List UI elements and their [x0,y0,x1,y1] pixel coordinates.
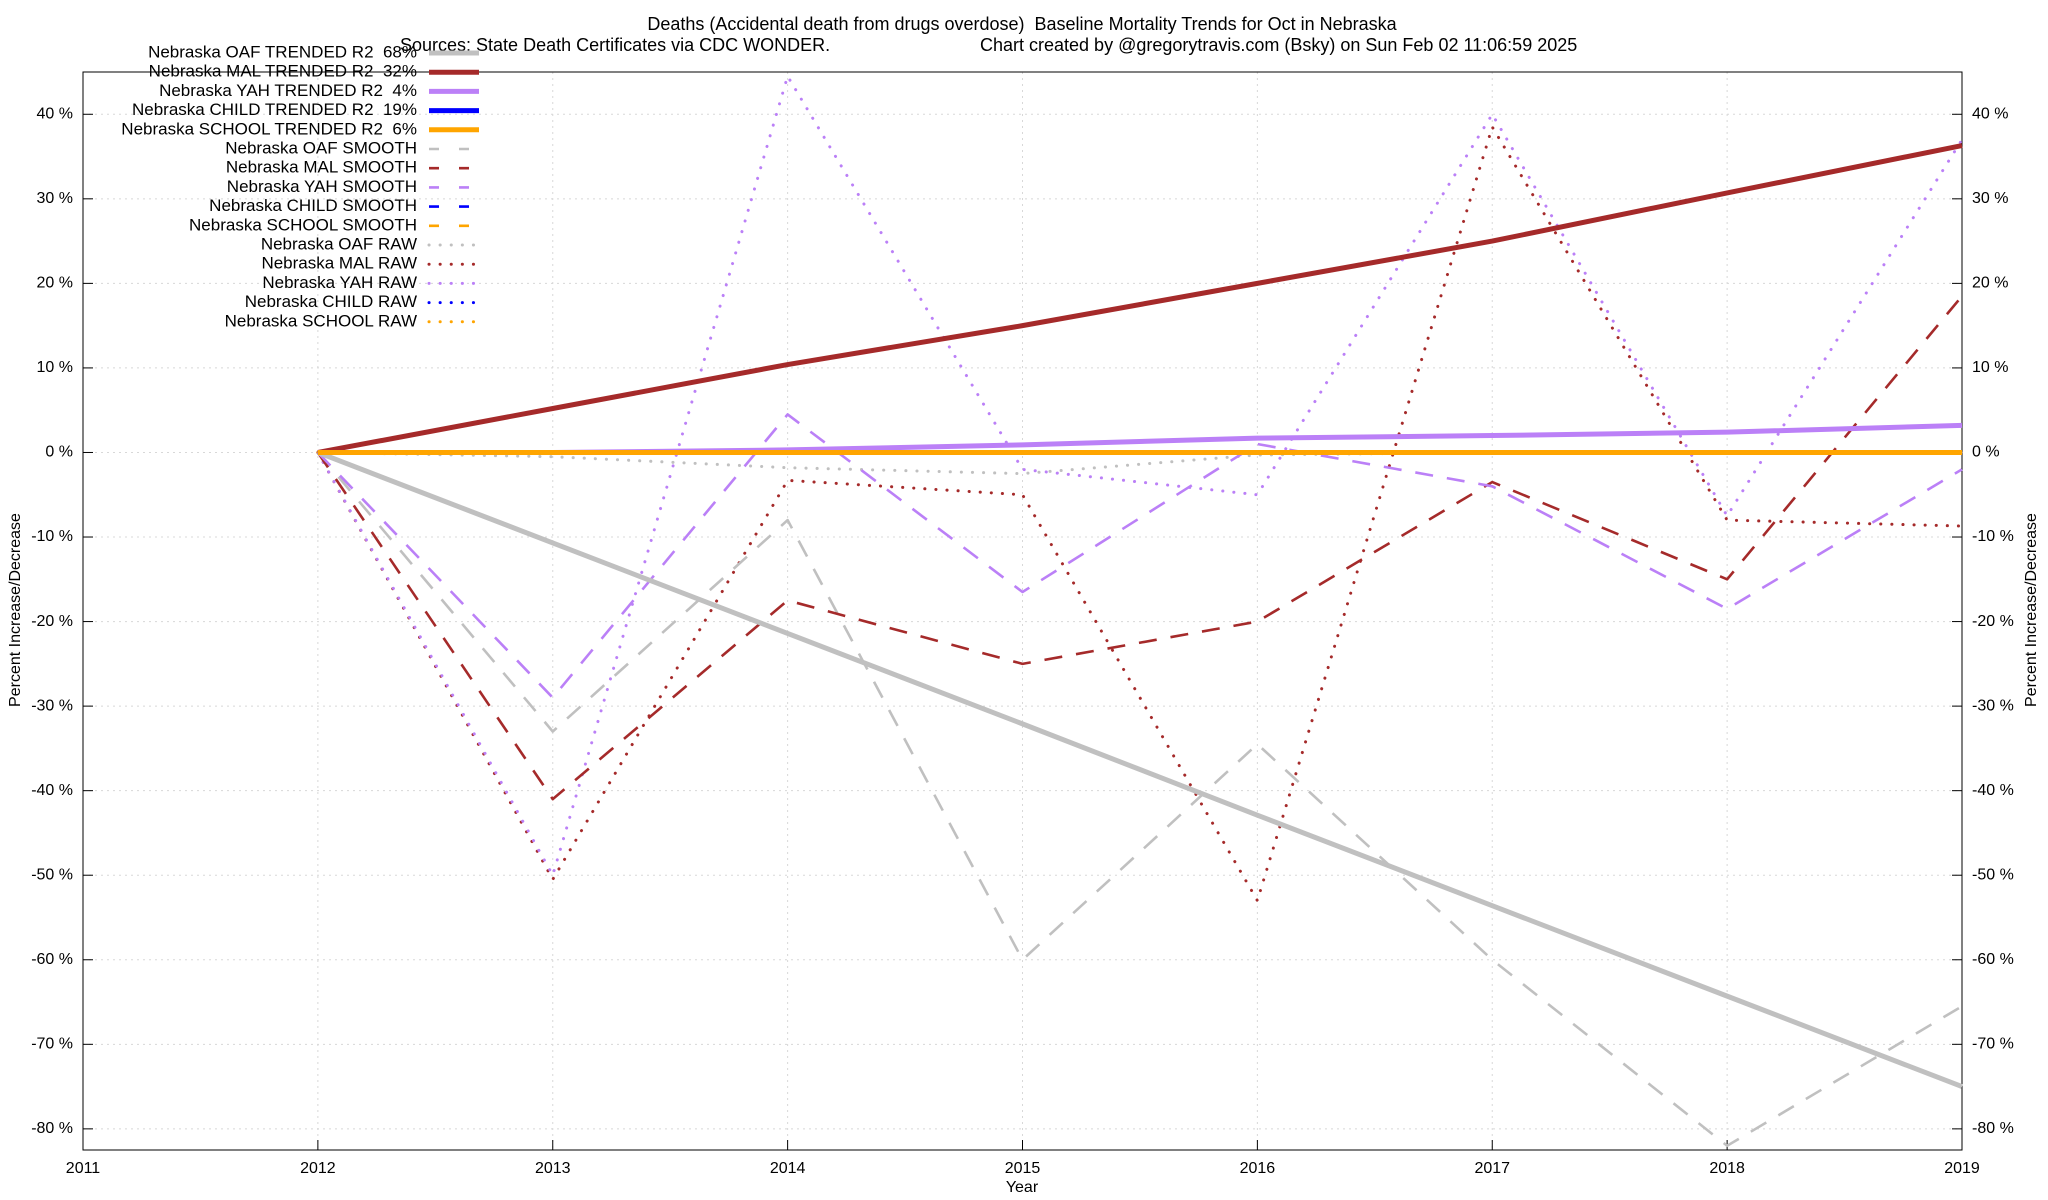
chart-subtitle: Chart created by @gregorytravis.com (Bsk… [980,35,1577,55]
x-tick-label: 2017 [1474,1160,1510,1177]
x-tick-label: 2011 [66,1160,101,1177]
y-tick-label: -70 % [31,1036,73,1053]
y2-tick-label: 20 % [1972,275,2008,292]
y2-tick-label: -80 % [1972,1120,2014,1137]
y-tick-label: -60 % [31,951,73,968]
y-tick-label: 30 % [37,190,73,207]
series-line [316,74,1964,877]
x-tick-label: 2018 [1709,1160,1745,1177]
y2-tick-label: -70 % [1972,1036,2014,1053]
series-line [316,125,1964,903]
series-line [317,143,1963,455]
legend-label: Nebraska CHILD RAW [245,292,417,311]
y2-axis-label: Percent Increase/Decrease [2023,513,2040,707]
legend-label: Nebraska OAF SMOOTH [225,138,417,157]
y2-tick-label: -60 % [1972,951,2014,968]
y2-tick-label: 0 % [1972,444,2000,461]
series-line [316,413,1963,699]
y-tick-label: -50 % [31,866,73,883]
legend-label: Nebraska CHILD SMOOTH [209,196,417,215]
x-tick-label: 2014 [770,1160,806,1177]
series-line [316,450,1964,476]
legend-label: Nebraska MAL SMOOTH [226,158,417,177]
y2-tick-label: -10 % [1972,528,2014,545]
legend-label: Nebraska MAL TRENDED R2 32% [149,62,417,81]
x-tick-label: 2019 [1944,1160,1980,1177]
y-axis-label: Percent Increase/Decrease [7,513,24,707]
x-axis-label: Year [1006,1179,1039,1196]
legend-label: Nebraska MAL RAW [261,254,417,273]
legend-label: Nebraska SCHOOL RAW [225,311,417,330]
x-tick-label: 2013 [535,1160,571,1177]
legend-label: Nebraska YAH RAW [262,273,417,292]
legend-label: Nebraska YAH SMOOTH [227,177,417,196]
y-tick-label: -10 % [31,528,73,545]
y2-tick-label: -20 % [1972,613,2014,630]
y2-tick-label: 10 % [1972,359,2008,376]
y-tick-label: -40 % [31,782,73,799]
legend-label: Nebraska OAF RAW [261,234,417,253]
series-line [316,451,1963,1148]
legend-label: Nebraska OAF TRENDED R2 68% [148,42,417,61]
chart-subtitle: Sources: State Death Certificates via CD… [400,35,830,55]
x-tick-label: 2016 [1240,1160,1276,1177]
y-tick-label: -80 % [31,1120,73,1137]
x-tick-label: 2015 [1005,1160,1041,1177]
x-tick-label: 2012 [300,1160,336,1177]
y-tick-label: -30 % [31,697,73,714]
legend-label: Nebraska SCHOOL SMOOTH [189,215,417,234]
chart-title: Deaths (Accidental death from drugs over… [647,14,1397,34]
y2-tick-label: 30 % [1972,190,2008,207]
plot-frame [82,71,1963,1151]
series-line [316,450,1963,1089]
y2-tick-label: -30 % [1972,697,2014,714]
y2-tick-label: -40 % [1972,782,2014,799]
y-tick-label: 40 % [37,105,73,122]
y-tick-label: 20 % [37,275,73,292]
series-line [317,422,1963,455]
legend-label: Nebraska SCHOOL TRENDED R2 6% [121,119,417,138]
y2-tick-label: -50 % [1972,866,2014,883]
y-tick-label: -20 % [31,613,73,630]
legend-label: Nebraska CHILD TRENDED R2 19% [132,100,417,119]
legend-label: Nebraska YAH TRENDED R2 4% [159,81,417,100]
y2-tick-label: 40 % [1972,105,2008,122]
y-tick-label: 0 % [45,444,73,461]
series-line [316,295,1964,801]
y-tick-label: 10 % [37,359,73,376]
